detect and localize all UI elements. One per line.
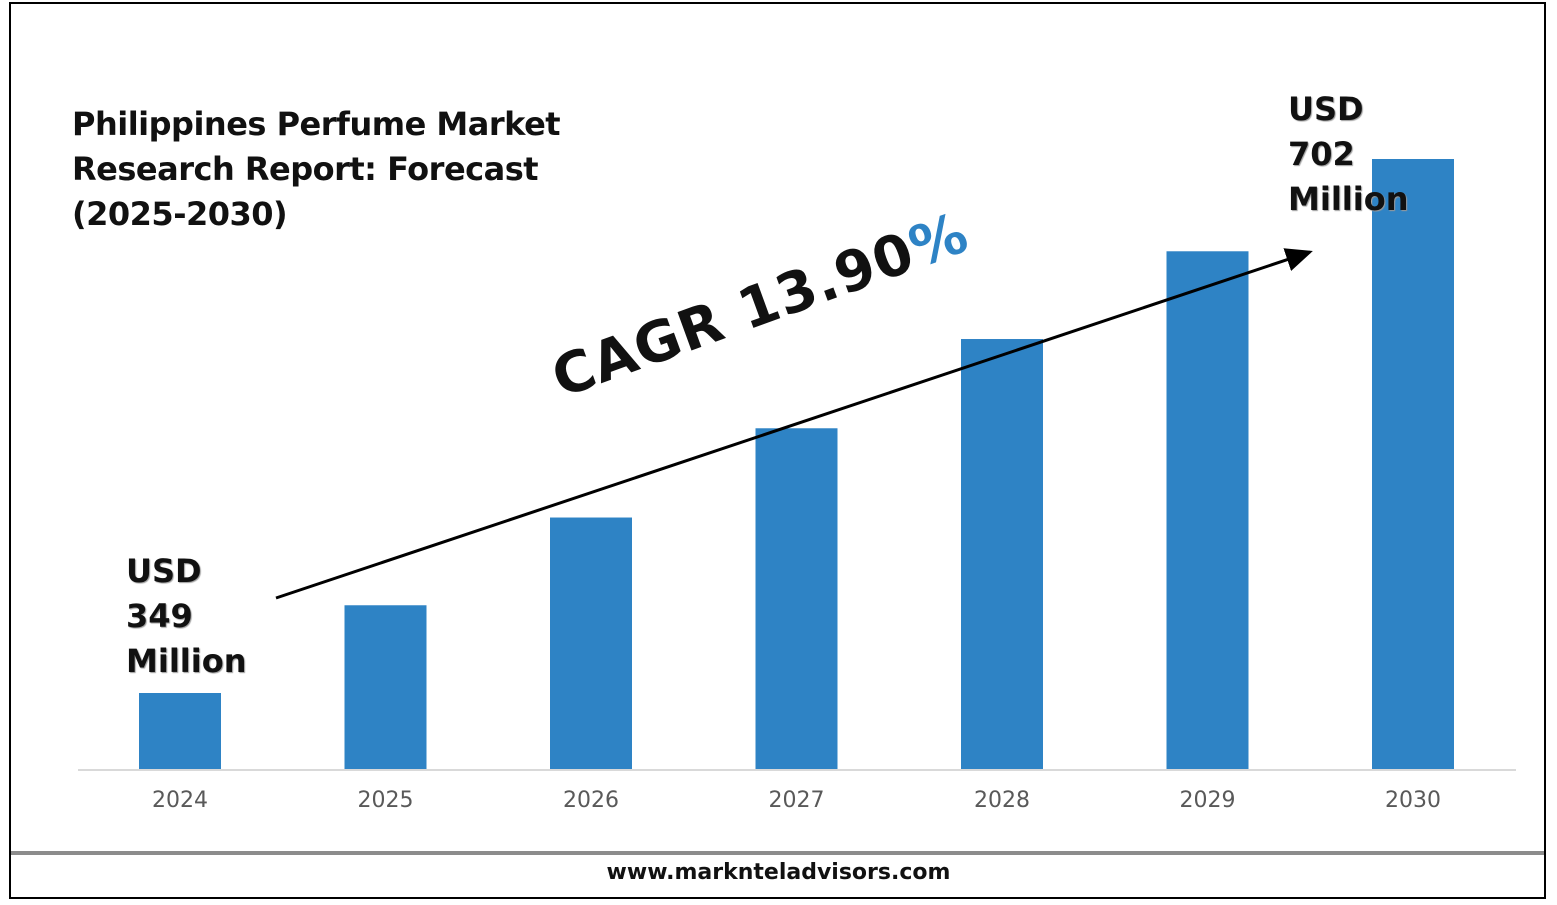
- end-label-line-2: 702: [1288, 135, 1355, 173]
- end-value-label: USD 702 Million: [1288, 87, 1408, 222]
- start-label-line-2: 349: [126, 597, 193, 635]
- x-tick-label-2025: 2025: [358, 788, 414, 813]
- end-label-line-1: USD: [1288, 90, 1364, 128]
- title-line-1: Philippines Perfume Market: [72, 105, 561, 143]
- x-tick-label-2029: 2029: [1180, 788, 1236, 813]
- bar-2024: [139, 693, 221, 769]
- bar-2026: [550, 517, 632, 769]
- bar-2029: [1166, 251, 1249, 770]
- growth-arrow: [275, 248, 1313, 600]
- bar-2025: [344, 605, 427, 769]
- bar-2027: [755, 428, 838, 769]
- title-line-2: Research Report: Forecast: [72, 150, 539, 188]
- start-label-line-3: Million: [126, 642, 247, 680]
- start-value-label: USD 349 Million: [126, 549, 246, 684]
- x-tick-label-2024: 2024: [152, 788, 208, 813]
- bar-2028: [961, 339, 1043, 769]
- x-tick-label-2030: 2030: [1385, 788, 1441, 813]
- footer-divider: [11, 851, 1544, 855]
- x-tick-label-2027: 2027: [769, 788, 825, 813]
- end-label-line-3: Million: [1288, 180, 1409, 218]
- chart-title: Philippines Perfume Market Research Repo…: [72, 102, 632, 237]
- start-label-line-1: USD: [126, 552, 202, 590]
- bar-2030: [1372, 159, 1454, 769]
- footer-website[interactable]: www.marknteladvisors.com: [606, 860, 951, 885]
- x-tick-label-2026: 2026: [563, 788, 619, 813]
- x-tick-label-2028: 2028: [974, 788, 1030, 813]
- title-line-3: (2025-2030): [72, 195, 288, 233]
